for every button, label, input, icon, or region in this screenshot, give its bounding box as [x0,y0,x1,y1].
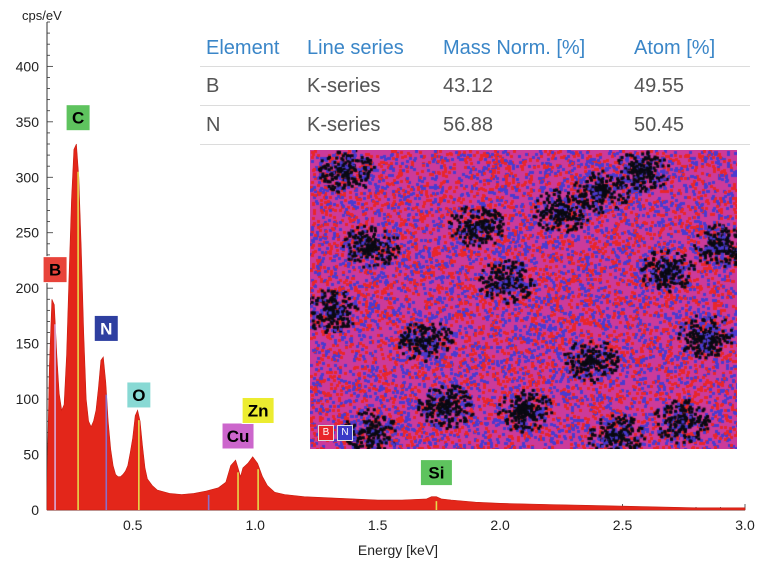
peak-label-c: C [72,109,84,128]
x-tick-label: 3.0 [735,517,755,533]
x-tick-label: 1.0 [245,517,265,533]
y-tick-label: 50 [23,447,39,463]
y-tick-label: 150 [16,336,40,352]
y-tick-label: 250 [16,225,40,241]
peak-label-n: N [100,319,112,338]
cell-element: B [200,66,301,106]
cell-mass: 56.88 [437,105,628,145]
cell-mass: 43.12 [437,66,628,106]
peak-label-si: Si [428,464,444,483]
elemental-map-image: B N [310,150,737,449]
cell-series: K-series [301,105,437,145]
cell-atom: 49.55 [628,66,750,106]
peak-labels: B C N O Cu Zn Si [42,104,453,487]
elemental-map-canvas [310,150,737,449]
peak-label-cu: Cu [227,427,250,446]
x-axis-label: Energy [keV] [358,542,438,558]
y-tick-label: 400 [16,58,40,74]
legend-b: B [318,425,334,441]
tick-labels: 0 50 100 150 200 250 300 350 400 0.5 1.0 1.5 2.0 2.5 3… [16,58,755,533]
cell-atom: 50.45 [628,105,750,145]
quantification-table: Element Line series Mass Norm. [%] Atom … [200,30,750,145]
peak-label-box [241,396,275,424]
y-axis-label: cps/eV [22,8,62,23]
legend-n: N [337,425,353,441]
spectrum-area [46,143,746,511]
peak-label-b: B [49,261,61,280]
table-row: B K-series 43.12 49.55 [200,66,750,106]
peak-label-zn: Zn [248,401,269,420]
x-tick-label: 2.0 [490,517,510,533]
map-legend: B N [318,425,353,441]
header-element: Element [200,30,301,67]
cell-element: N [200,105,301,145]
element-lines [54,171,438,510]
y-tick-label: 350 [16,114,40,130]
peak-label-box [42,256,68,284]
cell-series: K-series [301,66,437,106]
y-tick-label: 300 [16,169,40,185]
x-tick-label: 2.5 [613,517,633,533]
peak-label-box [221,422,255,450]
x-tick-label: 0.5 [123,517,143,533]
table-row: N K-series 56.88 50.45 [200,105,750,145]
peak-label-box [126,381,152,409]
header-atom: Atom [%] [628,30,750,67]
header-mass-norm: Mass Norm. [%] [437,30,628,67]
peak-label-box [419,459,453,487]
table-header-row: Element Line series Mass Norm. [%] Atom … [200,30,750,67]
peak-label-o: O [132,386,145,405]
x-tick-label: 1.5 [368,517,388,533]
peak-label-box [65,104,91,132]
peak-label-box [93,314,119,342]
y-tick-label: 200 [16,280,40,296]
header-line-series: Line series [301,30,437,67]
y-tick-label: 0 [31,502,39,518]
y-tick-label: 100 [16,391,40,407]
